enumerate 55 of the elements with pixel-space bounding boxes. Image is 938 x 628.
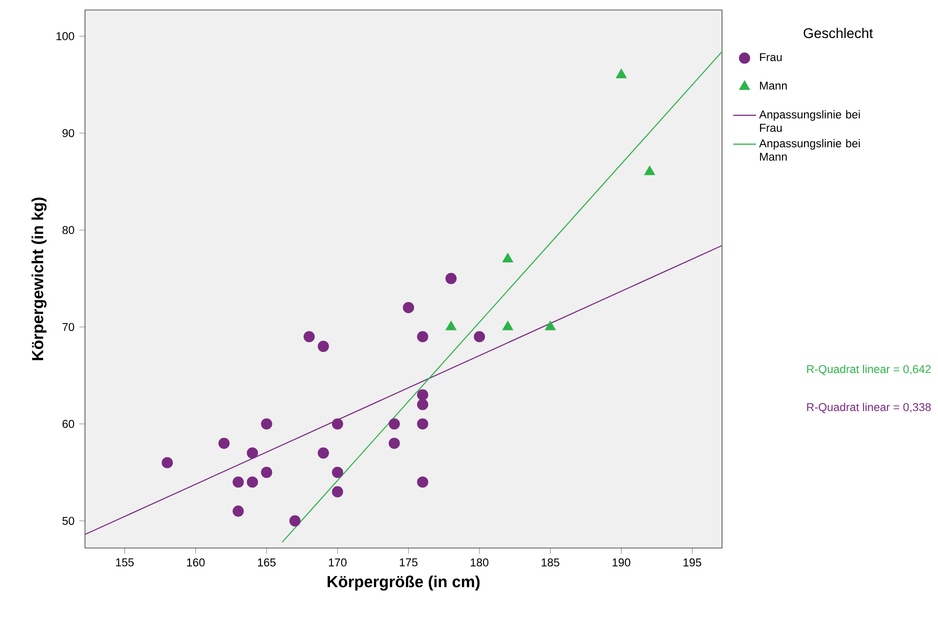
x-axis-title: Körpergröße (in cm) xyxy=(328,576,480,591)
point xyxy=(402,302,414,314)
point xyxy=(318,447,329,459)
text: R-Quadrat linear = 0,642 xyxy=(807,364,931,376)
x-tick-label: 160 xyxy=(187,558,205,566)
point xyxy=(246,476,258,488)
point xyxy=(616,68,627,78)
point xyxy=(417,398,428,410)
y-axis-title: Körpergewicht (in kg) xyxy=(32,198,47,360)
x-tick-label: 165 xyxy=(258,558,276,566)
point xyxy=(502,320,514,330)
point xyxy=(232,506,244,517)
x-tick-label: 185 xyxy=(542,558,560,566)
x-tick-label: 195 xyxy=(684,558,702,566)
legend-label: Anpassungslinie bei Frau xyxy=(759,110,860,132)
point xyxy=(260,466,272,478)
point xyxy=(417,389,428,400)
point xyxy=(644,166,656,176)
point xyxy=(474,331,486,342)
legend-label: Mann xyxy=(760,82,787,90)
point xyxy=(502,252,514,262)
legend-title: Geschlecht xyxy=(804,28,873,38)
point xyxy=(417,476,428,488)
x-tick-label: 175 xyxy=(400,558,418,566)
point xyxy=(417,331,428,342)
point xyxy=(446,320,456,330)
legend-label: Anpassungslinie bei Mann xyxy=(759,139,860,161)
point xyxy=(332,466,344,478)
point xyxy=(445,272,457,284)
x-tick-label: 170 xyxy=(328,558,347,566)
x-tick-label: 180 xyxy=(470,558,488,566)
point xyxy=(332,486,344,498)
y-tick-label: 100 xyxy=(56,32,74,40)
point xyxy=(304,331,315,342)
point xyxy=(162,457,173,468)
point xyxy=(260,418,272,430)
y-tick-label: 60 xyxy=(62,420,74,428)
point xyxy=(332,418,344,430)
point xyxy=(544,320,556,330)
point xyxy=(388,418,400,430)
text: R-Quadrat linear = 0,338 xyxy=(807,402,931,414)
legend-label: Frau xyxy=(760,53,782,62)
y-tick-label: 70 xyxy=(62,322,74,331)
y-tick-label: 90 xyxy=(62,129,74,138)
point xyxy=(388,438,400,449)
y-tick-label: 50 xyxy=(62,516,74,525)
point xyxy=(318,340,329,352)
y-tick-label: 80 xyxy=(62,226,74,234)
point xyxy=(289,515,301,526)
point xyxy=(246,447,258,459)
x-tick-label: 190 xyxy=(612,558,630,566)
point xyxy=(417,418,428,430)
x-tick-label: 155 xyxy=(116,558,134,566)
point xyxy=(232,476,244,488)
point xyxy=(218,438,230,449)
